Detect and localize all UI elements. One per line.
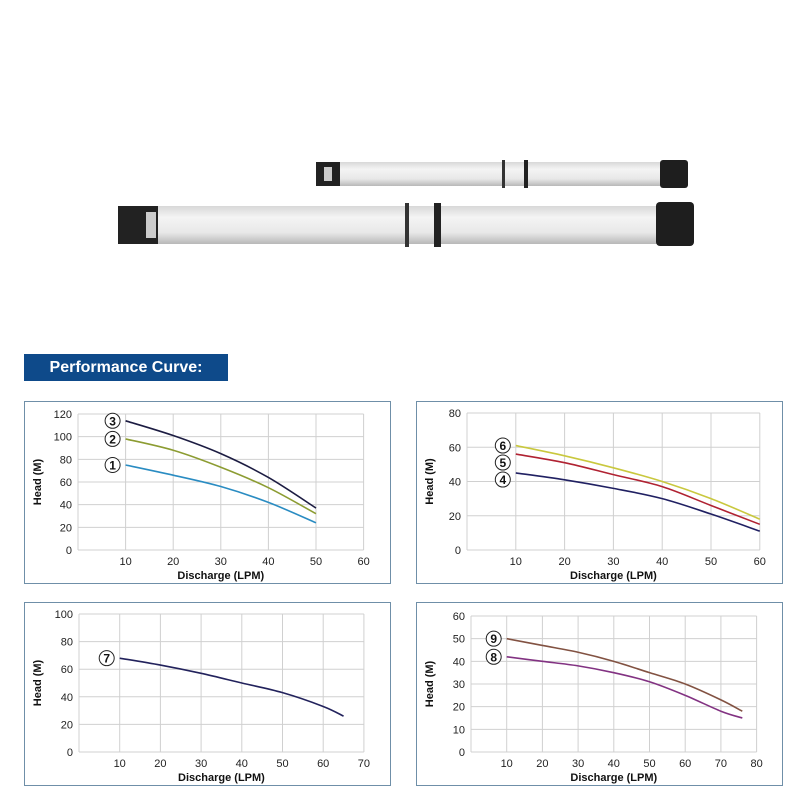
series-label: 9 — [490, 632, 497, 646]
x-axis-title: Discharge (LPM) — [570, 772, 657, 784]
series-label: 1 — [109, 459, 116, 473]
chart-2: 0 20 40 60 80 10 20 30 40 50 60 Discharge (LPM) Head… — [424, 408, 766, 582]
y-tick-label: 0 — [459, 747, 465, 759]
pump-image-large — [118, 202, 694, 247]
series-marker-circle — [104, 430, 121, 447]
y-tick-label: 20 — [60, 522, 72, 534]
series-line-6 — [515, 444, 761, 520]
chart-panel-2: 0 20 40 60 80 10 20 30 40 50 60 Discharge (LPM) Head… — [416, 401, 783, 584]
y-tick-label: 120 — [54, 409, 72, 421]
y-axis-title: Head (M) — [32, 458, 44, 505]
x-tick-label: 50 — [643, 758, 655, 770]
x-tick-label: 20 — [154, 758, 166, 770]
x-tick-label: 50 — [310, 556, 322, 568]
chart-panel-4: 0 10 20 30 40 50 60 10 20 30 40 50 60 70 80 Discharge (… — [416, 602, 783, 786]
y-tick-label: 100 — [55, 609, 73, 621]
y-tick-label: 10 — [453, 724, 465, 736]
x-axis-title: Discharge (LPM) — [178, 772, 265, 784]
x-tick-label: 40 — [262, 556, 274, 568]
y-tick-label: 40 — [453, 656, 465, 668]
chart-3: 0 20 40 60 80 100 10 20 30 40 50 60 70 Discharge (LPM… — [32, 609, 370, 784]
x-tick-label: 10 — [501, 758, 513, 770]
y-tick-label: 40 — [60, 500, 72, 512]
y-tick-label: 20 — [453, 702, 465, 714]
series-marker-circle — [494, 454, 511, 471]
y-tick-label: 80 — [60, 454, 72, 466]
x-tick-label: 30 — [215, 556, 227, 568]
series-line-3 — [125, 420, 317, 509]
x-tick-label: 30 — [607, 556, 619, 568]
y-tick-label: 20 — [61, 719, 73, 731]
x-tick-label: 10 — [119, 556, 131, 568]
series-label: 3 — [109, 414, 116, 428]
x-tick-label: 40 — [608, 758, 620, 770]
x-tick-label: 50 — [276, 758, 288, 770]
pump-image-small — [316, 160, 688, 188]
x-tick-label: 30 — [572, 758, 584, 770]
series-marker-circle — [494, 471, 511, 488]
x-tick-label: 30 — [195, 758, 207, 770]
x-tick-label: 60 — [754, 556, 766, 568]
x-tick-label: 50 — [705, 556, 717, 568]
series-line-4 — [515, 472, 761, 532]
x-tick-label: 70 — [715, 758, 727, 770]
x-tick-label: 40 — [236, 758, 248, 770]
y-axis-title: Head (M) — [424, 458, 436, 505]
series-line-7 — [119, 657, 344, 717]
y-tick-label: 100 — [54, 432, 72, 444]
series-marker-circle — [485, 648, 502, 665]
y-tick-label: 20 — [449, 511, 461, 523]
series-line-5 — [515, 453, 761, 526]
x-axis-title: Discharge (LPM) — [177, 570, 264, 582]
series-line-8 — [506, 656, 743, 719]
x-tick-label: 20 — [558, 556, 570, 568]
y-tick-label: 80 — [61, 637, 73, 649]
series-label: 2 — [109, 432, 116, 446]
x-tick-label: 40 — [656, 556, 668, 568]
series-marker-circle — [104, 457, 121, 473]
chart-1: 0 20 40 60 80 100 120 10 20 30 40 50 60 Discharge (LP… — [32, 409, 370, 582]
y-tick-label: 60 — [61, 664, 73, 676]
x-axis-title: Discharge (LPM) — [570, 570, 657, 582]
chart-4: 0 10 20 30 40 50 60 10 20 30 40 50 60 70 80 Discharge (… — [424, 611, 763, 784]
series-marker-circle — [485, 630, 502, 647]
x-tick-label: 60 — [317, 758, 329, 770]
series-line-1 — [125, 464, 317, 524]
series-marker-circle — [104, 412, 121, 429]
y-tick-label: 80 — [449, 408, 461, 420]
series-marker-circle — [98, 650, 115, 667]
chart-panel-3: 0 20 40 60 80 100 10 20 30 40 50 60 70 Discharge (LPM… — [24, 602, 391, 786]
y-tick-label: 60 — [60, 477, 72, 489]
y-tick-label: 0 — [66, 545, 72, 557]
series-marker-circle — [494, 437, 511, 454]
series-label: 7 — [103, 652, 110, 666]
x-tick-label: 60 — [357, 556, 369, 568]
y-tick-label: 30 — [453, 679, 465, 691]
y-axis-title: Head (M) — [424, 660, 436, 707]
x-tick-label: 60 — [679, 758, 691, 770]
x-tick-label: 10 — [510, 556, 522, 568]
y-tick-label: 60 — [449, 442, 461, 454]
x-tick-label: 20 — [167, 556, 179, 568]
series-line-9 — [506, 637, 743, 712]
series-label: 8 — [490, 650, 497, 664]
series-label: 6 — [499, 439, 506, 453]
chart-panel-1: 0 20 40 60 80 100 120 10 20 30 40 50 60 Discharge (LP… — [24, 401, 391, 584]
x-tick-label: 20 — [536, 758, 548, 770]
x-tick-label: 70 — [358, 758, 370, 770]
x-tick-label: 80 — [750, 758, 762, 770]
y-axis-title: Head (M) — [32, 659, 44, 706]
y-tick-label: 50 — [453, 634, 465, 646]
y-tick-label: 0 — [67, 747, 73, 759]
performance-curve-banner: Performance Curve: — [24, 354, 228, 381]
y-tick-label: 60 — [453, 611, 465, 623]
series-label: 5 — [499, 456, 506, 470]
y-tick-label: 0 — [455, 545, 461, 557]
x-tick-label: 10 — [114, 758, 126, 770]
series-line-2 — [125, 438, 317, 515]
series-label: 4 — [499, 473, 506, 487]
y-tick-label: 40 — [61, 692, 73, 704]
y-tick-label: 40 — [449, 477, 461, 489]
